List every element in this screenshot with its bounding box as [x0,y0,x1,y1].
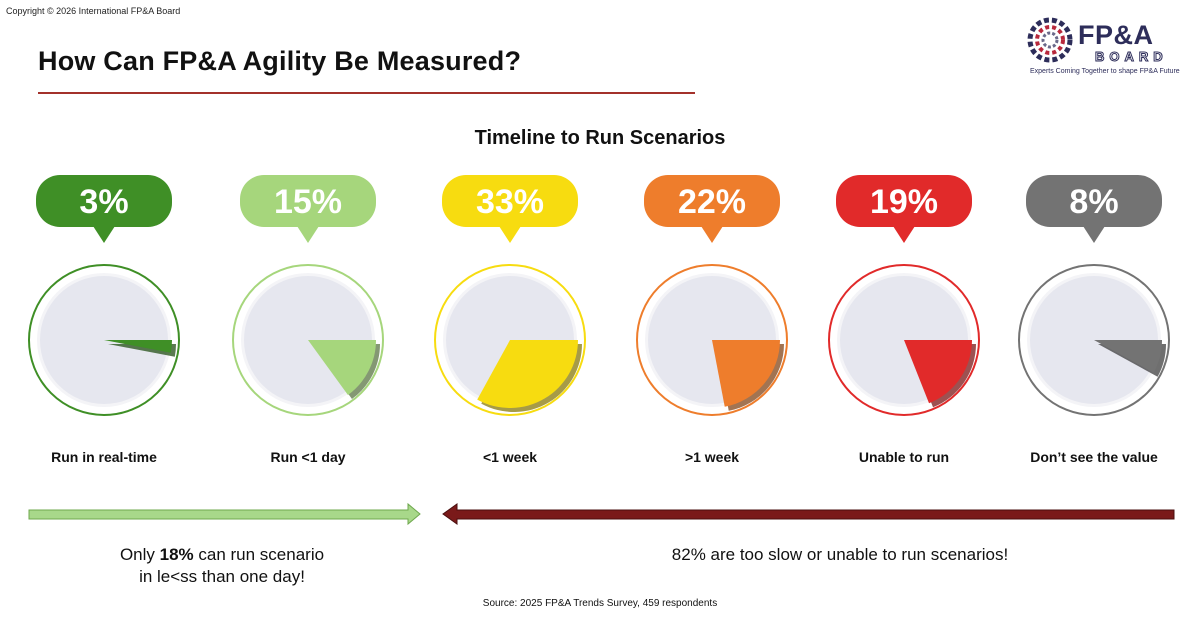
logo-tagline: Experts Coming Together to shape FP&A Fu… [1030,68,1180,75]
percent-label: 15% [274,183,342,221]
percent-label: 19% [870,183,938,221]
pie-slice [904,340,972,404]
bubble-pointer [1083,226,1105,243]
category-label: Unable to run [859,449,949,465]
right-arrow [442,503,1175,525]
fast-summary-text: Only 18% can run scenario in le<ss than … [72,544,372,588]
pie-slice [1094,340,1162,373]
fast-summary-suffix: can run scenario [193,545,325,564]
pie-slice [477,340,578,409]
category-label: Run in real-time [51,449,157,465]
percent-bubble [240,175,376,227]
pie-slice [308,340,376,396]
category-label: <1 week [483,449,537,465]
gauge-2: 15% Run <1 day [232,175,384,465]
logo-circle-icon [1027,17,1073,63]
slow-summary-text: 82% are too slow or unable to run scenar… [671,545,1009,564]
bubble-pointer [93,226,115,243]
copyright-notice: Copyright © 2026 International FP&A Boar… [6,6,181,16]
fpa-board-logo: FP&A BOARD Experts Coming Together to sh… [1022,14,1192,84]
gauge-6: 8% Don’t see the value [1018,175,1170,465]
fast-summary-prefix: Only [119,545,160,564]
scenario-timeline-chart: 3% Run in real-time 15% Run <1 day 33% <1 wee… [28,175,1170,465]
pie-slice [712,340,780,407]
gauge-1: 3% Run in real-time [28,175,180,465]
gauge-3: 33% <1 week [434,175,586,465]
category-label: >1 week [685,449,739,465]
percent-label: 8% [1069,183,1118,221]
bubble-pointer [893,226,915,243]
percent-bubble [1026,175,1162,227]
title-underline [38,92,695,94]
percent-bubble [644,175,780,227]
percent-bubble [442,175,578,227]
percent-label: 3% [79,183,128,221]
gauge-4: 22% >1 week [636,175,788,465]
source-note: Source: 2025 FP&A Trends Survey, 459 res… [482,598,718,609]
bubble-pointer [297,226,319,243]
percent-label: 22% [678,183,746,221]
category-label: Don’t see the value [1030,449,1158,465]
fast-summary-line2: in le<ss than one day! [139,567,305,586]
chart-title: Timeline to Run Scenarios [474,127,726,149]
percent-bubble [836,175,972,227]
pie-slice [104,340,172,353]
page-title: How Can FP&A Agility Be Measured? [38,46,522,76]
category-label: Run <1 day [270,449,345,465]
left-arrow [28,502,421,526]
percent-label: 33% [476,183,544,221]
percent-bubble [36,175,172,227]
bubble-pointer [701,226,723,243]
gauge-5: 19% Unable to run [828,175,980,465]
fast-summary-percent: 18% [159,545,194,564]
summary-arrows [28,502,1175,526]
logo-board-text: BOARD [1095,49,1168,64]
logo-brand-text: FP&A [1078,20,1154,50]
bubble-pointer [499,226,521,243]
